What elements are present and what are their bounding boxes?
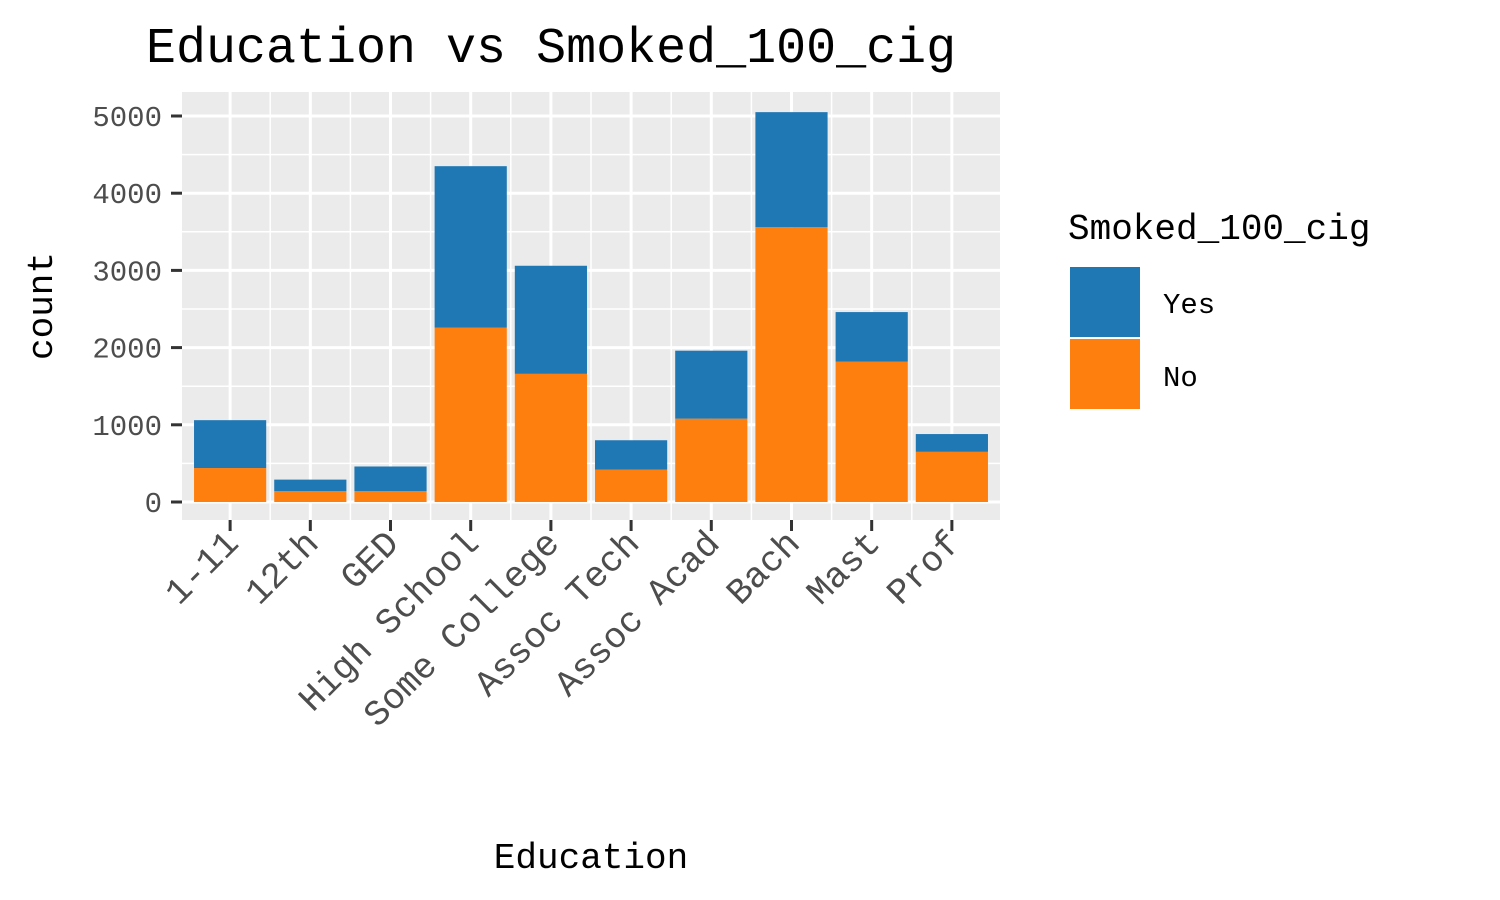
y-tick-label: 2000 (92, 334, 162, 367)
legend-title: Smoked_100_cig (1068, 209, 1370, 250)
bar-no (675, 418, 748, 502)
bar-no (194, 468, 267, 502)
bar-no (915, 451, 988, 502)
bar-yes (835, 312, 908, 362)
x-tick-label: Mast (799, 524, 889, 614)
x-tick-label: Prof (880, 524, 970, 614)
bar-yes (194, 420, 267, 469)
x-tick-label: Bach (719, 524, 809, 614)
y-tick-label: 0 (145, 488, 162, 521)
legend: Smoked_100_cig Yes No (1068, 209, 1370, 409)
bar-no (595, 469, 668, 502)
bars (194, 112, 988, 502)
bar-no (514, 373, 587, 502)
bar-yes (915, 434, 988, 452)
bar-yes (755, 112, 828, 228)
legend-key-yes (1070, 267, 1140, 337)
bar-yes (595, 440, 668, 470)
bar-yes (675, 350, 748, 419)
bar-no (835, 361, 908, 502)
bar-yes (354, 466, 427, 492)
y-axis: 0 1000 2000 3000 4000 5000 (92, 102, 182, 521)
bar-yes (434, 166, 507, 328)
bar-yes (514, 265, 587, 374)
bar-no (274, 491, 347, 502)
bar-no (354, 491, 427, 502)
x-tick-label: 12th (238, 524, 328, 614)
legend-key-no (1070, 339, 1140, 409)
bar-no (434, 327, 507, 502)
y-tick-label: 4000 (92, 179, 162, 212)
y-axis-title: count (22, 252, 63, 360)
x-tick-label: 1-11 (158, 524, 248, 614)
minor-grid (182, 92, 1000, 520)
y-tick-label: 3000 (92, 256, 162, 289)
x-axis-title: Education (494, 838, 688, 879)
y-tick-label: 1000 (92, 411, 162, 444)
legend-label-yes: Yes (1163, 289, 1215, 322)
y-tick-label: 5000 (92, 102, 162, 135)
legend-label-no: No (1163, 362, 1198, 395)
chart-title: Education vs Smoked_100_cig (146, 21, 956, 78)
bar-yes (274, 479, 347, 492)
bar-no (755, 227, 828, 502)
